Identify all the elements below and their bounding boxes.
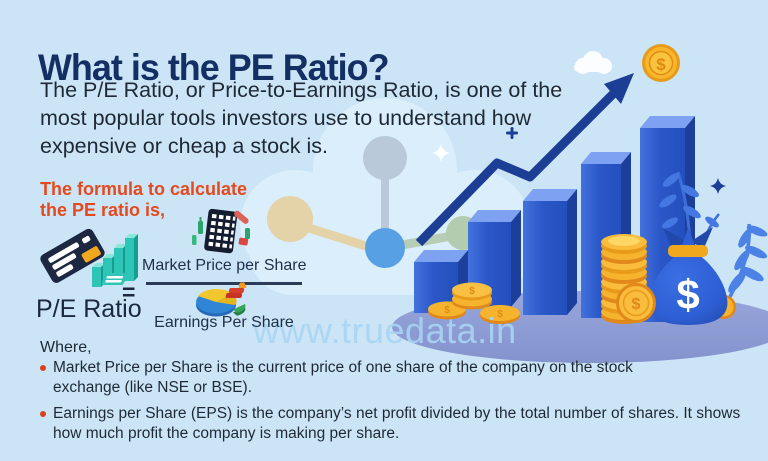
bar-3 (523, 189, 577, 315)
intro-line: most popular tools investors use to unde… (40, 106, 532, 130)
definitions-list: Market Price per Share is the current pr… (40, 358, 748, 450)
formula-numerator: Market Price per Share (142, 257, 307, 274)
dollar-coin-front-icon: $ (616, 283, 656, 323)
formula-denominator: Earnings Per Share (154, 314, 294, 331)
teal-bars (92, 234, 138, 287)
market-price-board-icon (192, 208, 250, 254)
formula-heading: The formula to calculate the PE ratio is… (40, 179, 247, 221)
growth-arrow-icon (415, 73, 634, 247)
intro-line: The P/E Ratio, or Price-to-Earnings Rati… (40, 78, 563, 102)
pe-ratio-label: P/E Ratio (36, 295, 142, 323)
money-bag-icon: $ (648, 227, 728, 325)
equals-sign: = (122, 279, 136, 305)
watermark-text: www.truedata.in (253, 310, 517, 351)
molecule-node-blue (365, 228, 405, 268)
formula-heading-line: the PE ratio is, (40, 200, 166, 220)
sparkle-icons (432, 85, 726, 194)
coin-dollar-glyph: $ (444, 305, 450, 316)
definition-item-eps: Earnings per Share (EPS) is the company’… (40, 404, 748, 443)
fraction-line (146, 282, 302, 285)
money-bag-dollar-glyph: $ (676, 271, 699, 318)
intro-paragraph: The P/E Ratio, or Price-to-Earnings Rati… (40, 76, 562, 160)
coin-stack-small: $ (452, 282, 492, 310)
definition-item-market-price: Market Price per Share is the current pr… (40, 358, 693, 397)
coin-dollar-glyph: $ (469, 286, 475, 297)
earnings-pie-icon (196, 282, 247, 317)
pe-ratio-chart-icon (40, 228, 138, 287)
intro-line: expensive or cheap a stock is. (40, 134, 329, 158)
coin-dollar-glyph: $ (497, 309, 503, 320)
plant-sprig-icon (659, 171, 720, 249)
money-note (101, 273, 127, 285)
page-title: What is the PE Ratio? (38, 46, 389, 88)
coin-brick-stack (225, 282, 247, 298)
coin-dollar-glyph: $ (656, 55, 666, 74)
where-label: Where, (40, 339, 92, 356)
coin-flat-2: $ (480, 305, 520, 324)
dollar-coin-top-icon: $ (642, 44, 680, 82)
coin-dollar-glyph: $ (632, 296, 641, 313)
network-molecule-graphic (267, 136, 480, 268)
molecule-node-beige (267, 196, 313, 242)
molecule-node-gray (363, 136, 407, 180)
formula-heading-line: The formula to calculate (40, 179, 248, 199)
small-cloud-icon (574, 51, 612, 74)
pie-pulled-slice (233, 304, 246, 316)
scattered-coins-icon: $ $ $ (428, 282, 520, 324)
fern-plant-icon (724, 223, 768, 305)
